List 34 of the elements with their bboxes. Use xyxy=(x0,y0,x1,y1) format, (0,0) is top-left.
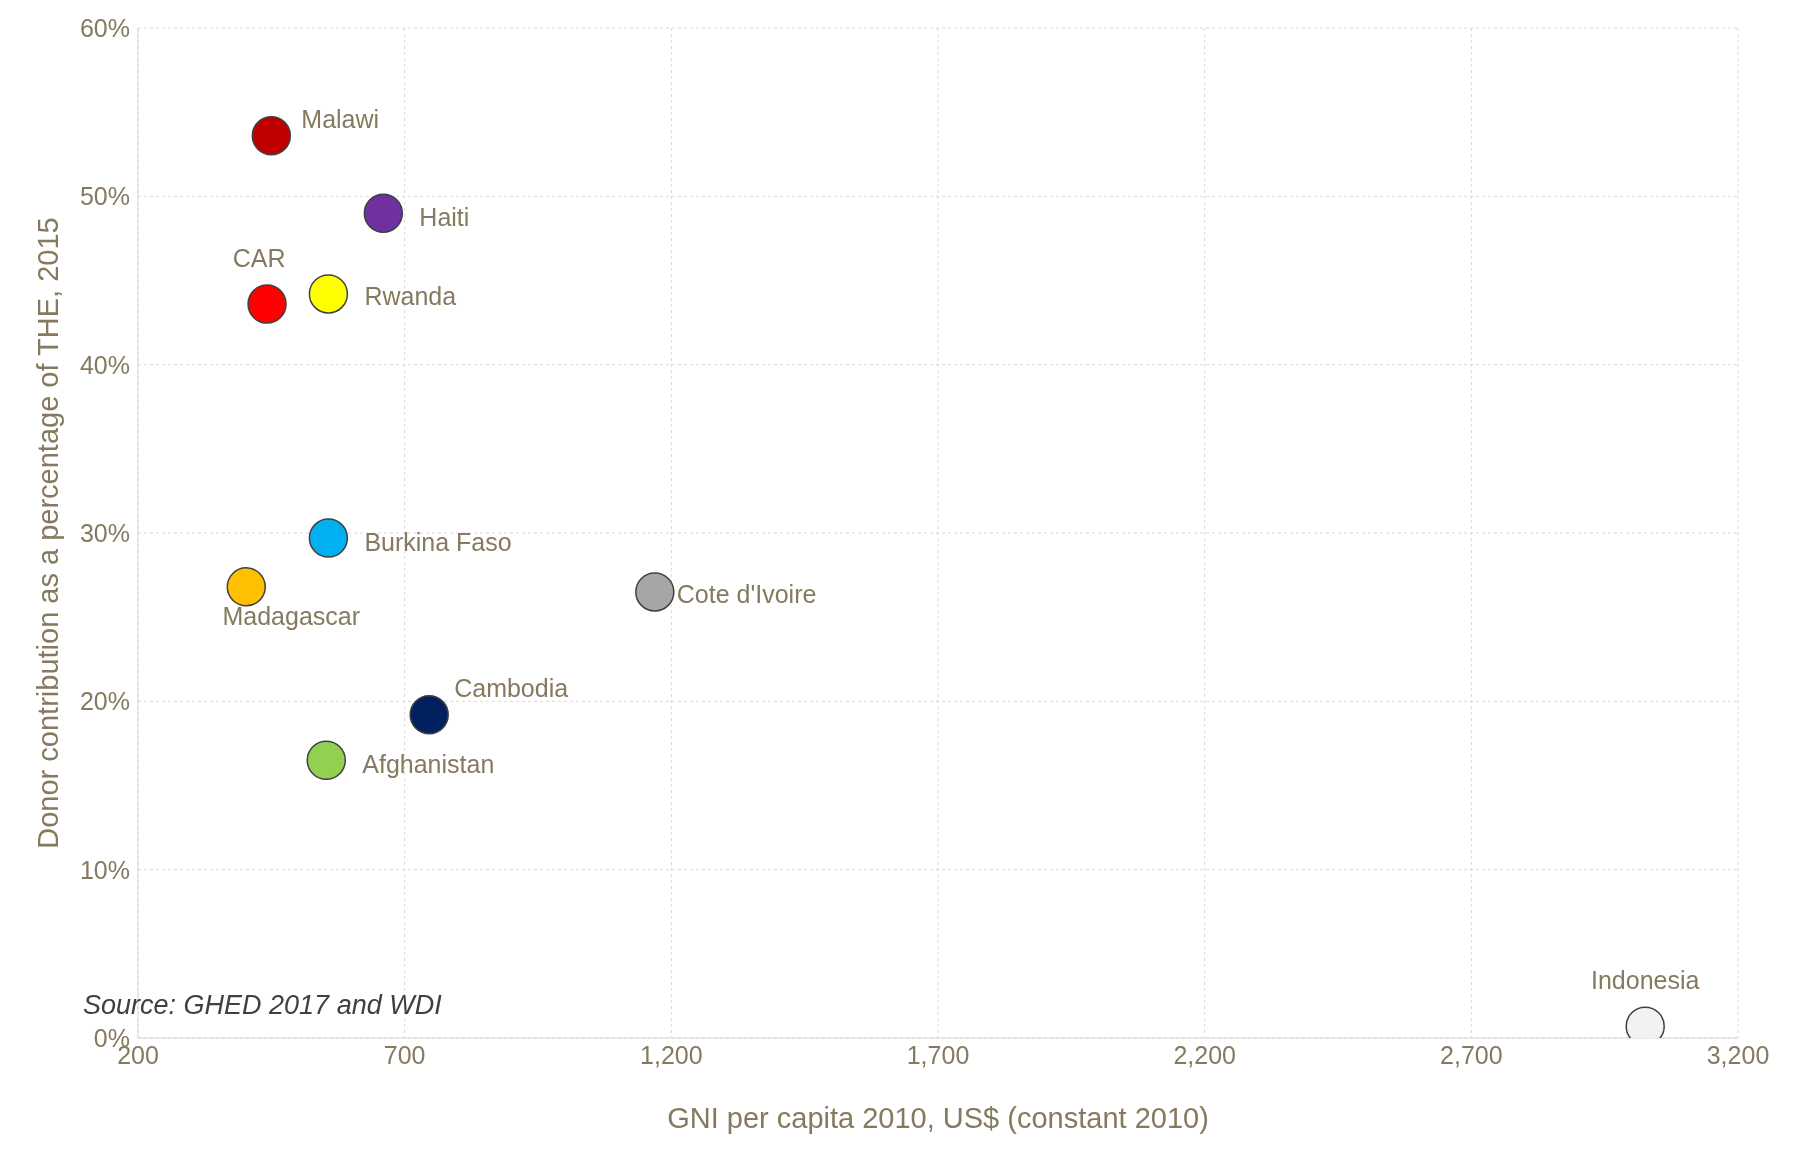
y-tick-label: 50% xyxy=(79,182,130,211)
x-tick-label: 700 xyxy=(383,1040,426,1069)
y-tick-label: 60% xyxy=(79,13,130,42)
point xyxy=(363,193,404,233)
x-tick-label: 1,200 xyxy=(640,1040,703,1069)
y-axis-title: Donor contribution as a percentage of THE, 2015 xyxy=(32,217,65,849)
point xyxy=(251,115,292,156)
series-label: Afghanistan xyxy=(362,749,495,778)
point xyxy=(247,284,287,324)
series-label: CAR xyxy=(232,243,286,272)
x-tick-label: 3,200 xyxy=(1706,1040,1770,1069)
point xyxy=(635,572,675,612)
series-label: Madagascar xyxy=(222,602,361,631)
y-tick-label: 20% xyxy=(79,687,130,716)
y-tick-label: 40% xyxy=(79,350,130,379)
x-tick-label: 2,200 xyxy=(1173,1040,1236,1069)
point xyxy=(226,567,267,607)
point xyxy=(306,740,347,780)
series-label: Haiti xyxy=(419,202,470,231)
x-axis-title: GNI per capita 2010, US$ (constant 2010) xyxy=(667,1102,1209,1134)
y-tick-label: 10% xyxy=(79,855,130,884)
series-label: Indonesia xyxy=(1590,965,1700,994)
x-tick-label: 1,700 xyxy=(906,1040,970,1069)
point xyxy=(308,274,349,314)
annotation: Source: GHED 2017 and WDI xyxy=(83,990,442,1021)
point xyxy=(308,518,349,558)
series-label: Rwanda xyxy=(364,281,457,310)
x-tick-label: 2,700 xyxy=(1440,1040,1503,1069)
series-label: Cote d'Ivoire xyxy=(676,579,817,608)
series-label: Cambodia xyxy=(454,674,569,703)
series-label: Burkina Faso xyxy=(364,527,512,556)
point xyxy=(409,695,449,735)
series-label: Malawi xyxy=(301,105,380,134)
y-tick-label: 30% xyxy=(79,518,130,547)
